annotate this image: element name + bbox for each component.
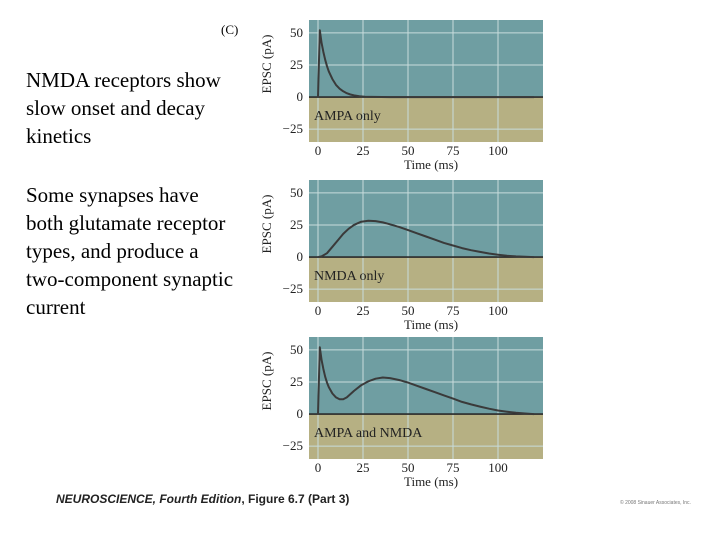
figure-caption: NEUROSCIENCE, Fourth Edition, Figure 6.7… [56,492,349,506]
x-tick-label: 0 [315,460,322,475]
plot-bg-negative [309,414,543,459]
x-tick-label: 100 [488,460,508,475]
x-tick-label: 100 [488,303,508,318]
y-axis-label: EPSC (pA) [259,35,274,94]
plot-title: AMPA and NMDA [314,426,423,441]
y-tick-label: 25 [290,57,303,72]
plot-bg-positive [309,337,543,415]
y-axis-label: EPSC (pA) [259,195,274,254]
x-axis-label: Time (ms) [404,474,458,489]
plot-title: NMDA only [314,269,384,284]
trace-line [317,219,535,259]
x-axis-label: Time (ms) [404,317,458,332]
y-tick-label: 0 [297,249,304,264]
x-tick-label: 75 [447,303,460,318]
y-tick-label: −25 [283,281,303,296]
y-tick-label: 0 [297,406,304,421]
plot-bg-positive [309,20,543,98]
y-tick-label: 25 [290,217,303,232]
x-tick-label: 25 [357,303,370,318]
trace-line [317,29,534,99]
x-tick-label: 75 [447,143,460,158]
caption-title: NEUROSCIENCE, Fourth Edition [56,492,242,506]
y-tick-label: 0 [297,89,304,104]
x-tick-label: 50 [402,303,415,318]
trace-line [317,346,535,416]
plot-title: AMPA only [314,109,381,124]
y-tick-label: 50 [290,185,303,200]
y-tick-label: 25 [290,374,303,389]
copyright-notice: © 2008 Sinauer Associates, Inc. [620,500,691,506]
x-tick-label: 50 [402,460,415,475]
x-tick-label: 25 [357,143,370,158]
x-axis-label: Time (ms) [404,157,458,172]
x-tick-label: 100 [488,143,508,158]
x-tick-label: 0 [315,143,322,158]
description-paragraph-2: Some synapses have both glutamate recept… [26,183,234,319]
description-paragraph-1: NMDA receptors show slow onset and decay… [26,68,221,148]
panel-label: (C) [221,22,239,37]
y-tick-label: −25 [283,121,303,136]
plot-bg-negative [309,97,543,142]
x-tick-label: 50 [402,143,415,158]
y-tick-label: 50 [290,342,303,357]
x-tick-label: 0 [315,303,322,318]
plot-bg-negative [309,257,543,302]
y-axis-label: EPSC (pA) [259,352,274,411]
y-tick-label: 50 [290,25,303,40]
x-tick-label: 75 [447,460,460,475]
y-tick-label: −25 [283,438,303,453]
x-tick-label: 25 [357,460,370,475]
caption-rest: , Figure 6.7 (Part 3) [241,492,350,506]
plot-bg-positive [309,180,543,258]
